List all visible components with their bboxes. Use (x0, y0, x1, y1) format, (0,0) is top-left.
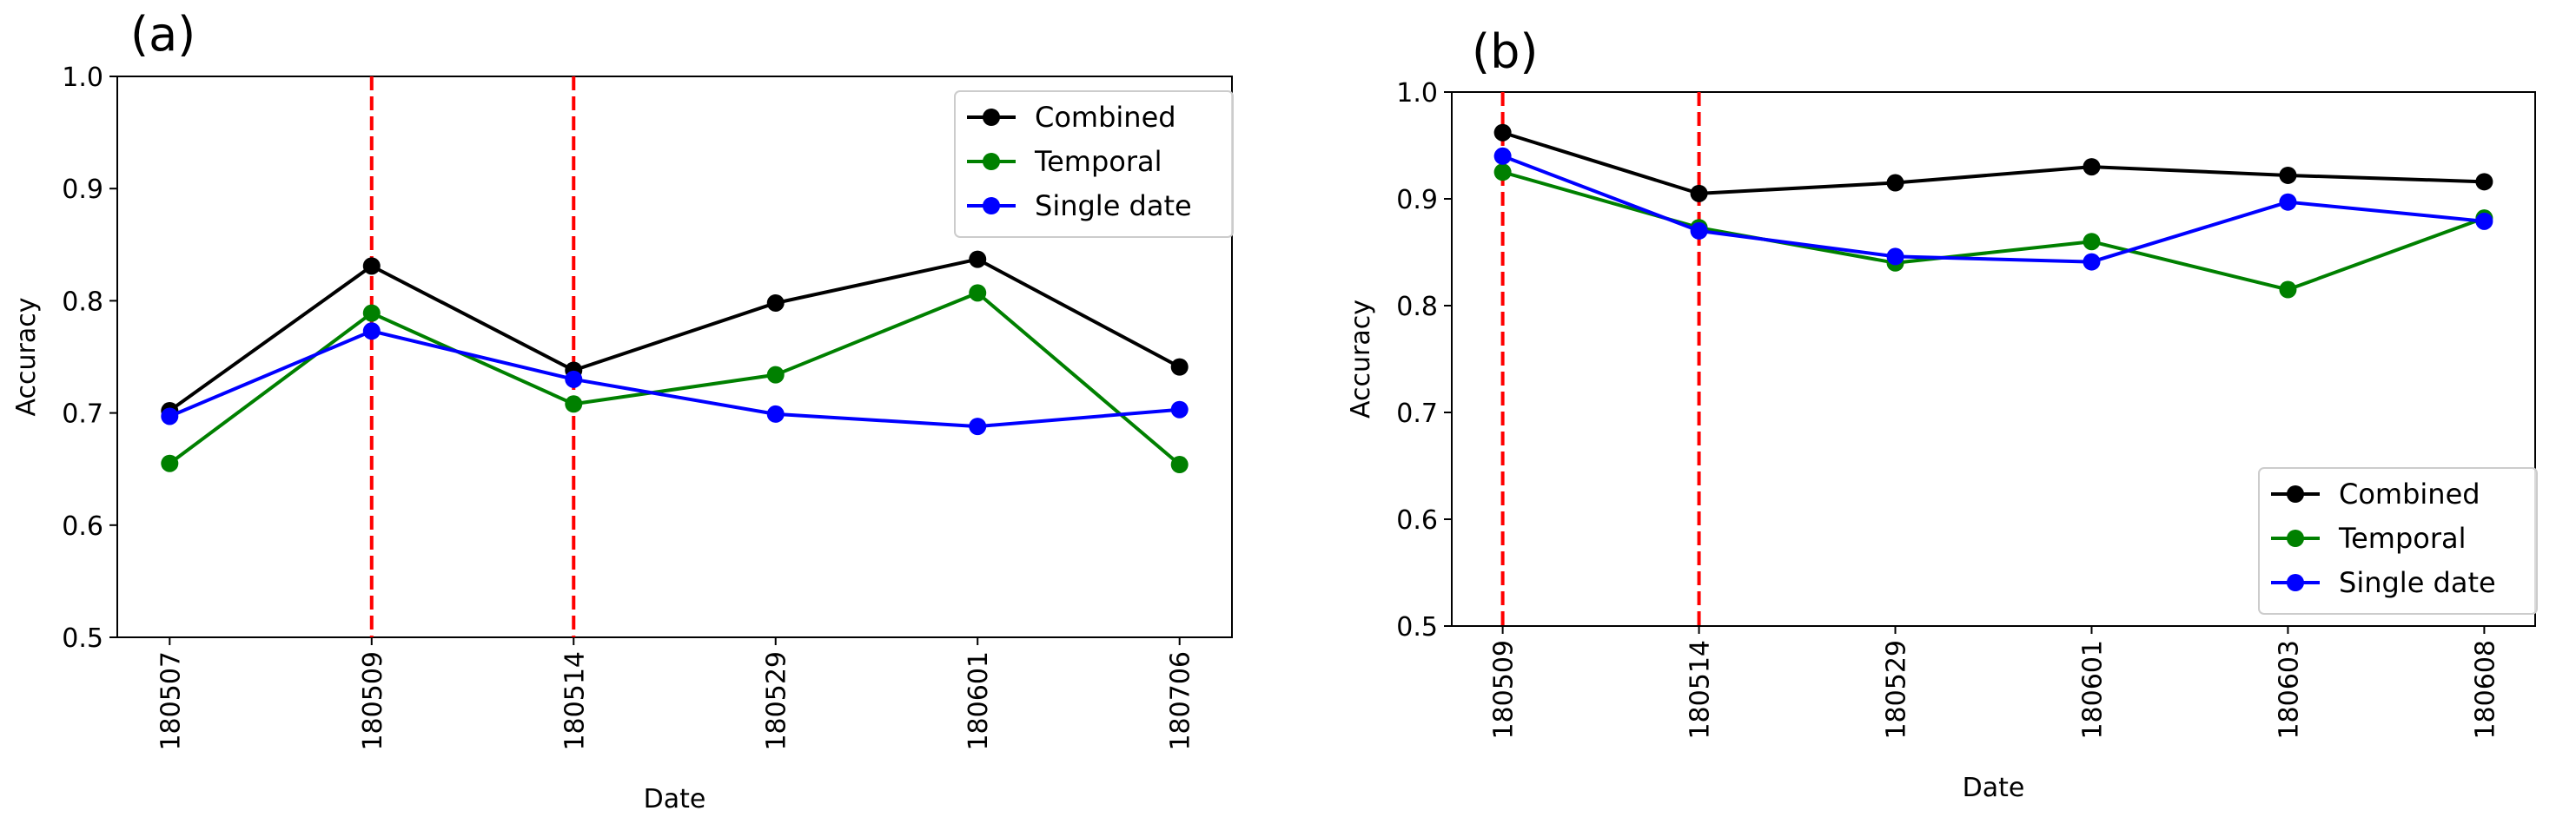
y-axis-label: Accuracy (11, 298, 42, 417)
data-point-single-date (766, 405, 785, 423)
y-tick-label: 0.5 (62, 623, 103, 654)
x-tick-label: 180514 (1685, 640, 1716, 740)
data-point-single-date (1493, 147, 1512, 165)
series-line-combined (169, 257, 1181, 412)
data-point-combined (1690, 184, 1708, 202)
legend-label-single-date: Single date (2339, 566, 2496, 599)
y-tick-label: 0.7 (1396, 399, 1438, 429)
legend-marker-temporal (983, 153, 1000, 170)
x-tick-label: 180706 (1166, 651, 1196, 751)
x-tick-label: 180529 (762, 651, 792, 751)
data-point-combined (766, 293, 785, 312)
series-line-combined (1502, 130, 2485, 195)
x-axis-label: Date (644, 784, 706, 814)
panel-label: (a) (130, 7, 195, 62)
data-point-temporal (2279, 280, 2297, 299)
x-tick-label: 180601 (2077, 640, 2108, 740)
data-point-single-date (161, 407, 179, 425)
legend-box (2258, 467, 2538, 615)
plot-frame (1451, 91, 2536, 627)
legend-marker-temporal (2287, 530, 2304, 547)
y-tick-label: 1.0 (62, 63, 103, 93)
x-tick-label: 180509 (1489, 640, 1520, 740)
legend-label-combined: Combined (2339, 478, 2480, 511)
data-point-single-date (2475, 212, 2493, 230)
x-tick-label: 180608 (2470, 640, 2500, 740)
data-point-single-date (2083, 253, 2101, 271)
y-tick-label: 0.7 (62, 399, 103, 430)
x-tick-label: 180529 (1882, 640, 1912, 740)
y-tick-label: 0.8 (62, 287, 103, 317)
data-point-single-date (1690, 221, 1708, 240)
data-point-temporal (2083, 233, 2101, 251)
legend-label-single-date: Single date (1035, 189, 1192, 222)
panel-b: (b) 0.5 0.6 0.7 0.8 0.9 1.0 180509 180514 180529 1… (1346, 24, 2538, 803)
legend-label-temporal: Temporal (1034, 145, 1162, 178)
data-point-combined (969, 250, 987, 268)
x-tick-label: 180509 (358, 651, 388, 751)
y-tick-label: 0.9 (62, 175, 103, 205)
data-point-temporal (565, 395, 583, 413)
panel-a: (a) 0.5 0.6 0.7 0.8 0.9 1.0 180507 180509 180514 1… (11, 7, 1234, 814)
data-point-single-date (969, 418, 987, 436)
data-point-single-date (2279, 193, 2297, 211)
panel-label: (b) (1472, 24, 1538, 79)
legend-marker-single-date (983, 197, 1000, 214)
data-point-temporal (1170, 456, 1189, 474)
legend-label-temporal: Temporal (2338, 522, 2467, 555)
legend-label-combined: Combined (1035, 101, 1176, 134)
x-tick-label: 180603 (2274, 640, 2304, 740)
data-point-combined (2279, 166, 2297, 184)
data-point-temporal (1493, 163, 1512, 181)
legend-marker-single-date (2287, 574, 2304, 591)
data-point-single-date (1170, 400, 1189, 419)
data-point-temporal (969, 284, 987, 302)
series-line-single-date (169, 329, 1180, 429)
x-tick-label: 180601 (964, 651, 994, 751)
y-tick-label: 0.9 (1396, 185, 1438, 215)
data-point-single-date (362, 322, 381, 340)
data-point-combined (2475, 173, 2493, 191)
data-point-temporal (362, 304, 381, 322)
plot-frame (116, 76, 1233, 638)
y-axis-label: Accuracy (1346, 300, 1376, 419)
y-tick-label: 0.5 (1396, 612, 1438, 643)
data-point-combined (1886, 174, 1904, 192)
y-tick-label: 1.0 (1396, 78, 1438, 109)
legend-marker-combined (2287, 485, 2304, 503)
data-point-combined (1493, 123, 1512, 142)
x-tick-label: 180514 (560, 651, 590, 751)
data-point-combined (2083, 158, 2101, 176)
x-axis-label: Date (1963, 773, 2025, 803)
y-tick-label: 0.8 (1396, 292, 1438, 322)
data-point-single-date (1886, 247, 1904, 266)
legend-box (954, 90, 1234, 238)
data-point-combined (1170, 358, 1189, 376)
data-point-single-date (565, 370, 583, 388)
data-point-combined (362, 257, 381, 275)
data-point-temporal (161, 454, 179, 472)
series-line-temporal (169, 291, 1181, 466)
data-point-temporal (766, 366, 785, 384)
legend-marker-combined (983, 109, 1000, 126)
series-line-single-date (1501, 154, 2485, 264)
y-tick-label: 0.6 (1396, 505, 1438, 536)
y-tick-label: 0.6 (62, 511, 103, 542)
x-tick-label: 180507 (156, 651, 186, 751)
